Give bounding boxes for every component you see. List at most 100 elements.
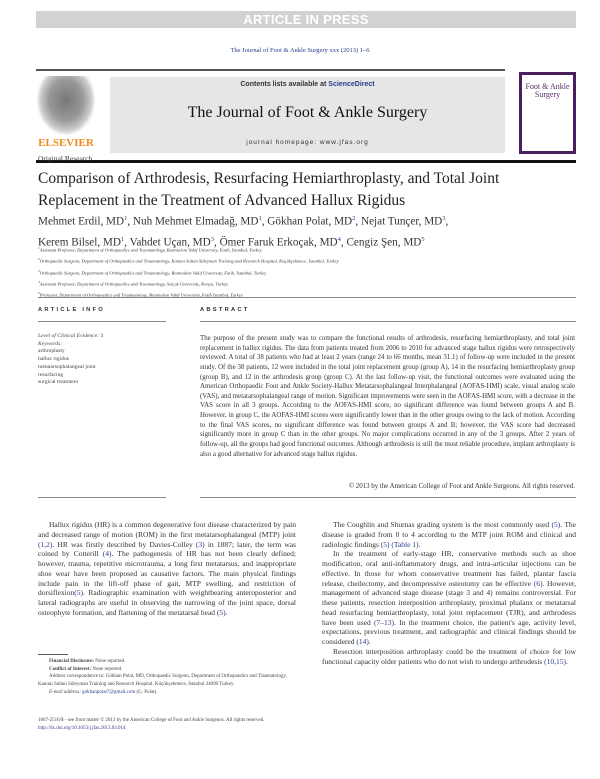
text-run: . The disease is graded from 0 to 4 acco…: [322, 520, 576, 549]
evidence-value: 3: [100, 333, 104, 339]
article-info: Level of Clinical Evidence: 3 Keywords: …: [38, 333, 168, 387]
keyword-list: arthroplasty hallux rigidus metatarsophala…: [38, 348, 168, 387]
affiliation-marker[interactable]: 1: [258, 215, 262, 222]
journal-header: Contents lists available at ScienceDirec…: [110, 77, 505, 153]
conflict-text: None reported.: [91, 666, 123, 672]
text-run: .: [368, 637, 371, 646]
citation-link[interactable]: (1,2): [38, 539, 53, 549]
abstract-copyright: © 2013 by the American College of Foot a…: [348, 483, 575, 490]
author-name[interactable]: Nejat Tunçer, MD: [360, 215, 443, 228]
email-link[interactable]: gokhanpolat7@gmail.com: [82, 689, 136, 695]
text-run: In the treatment of early-stage HR, cons…: [322, 549, 576, 588]
affiliation-marker[interactable]: 1: [120, 235, 125, 243]
abstract-text: The purpose of the present study was to …: [200, 335, 575, 458]
correspondence-address: Address correspondence to: Gökhan Polat,…: [38, 674, 287, 688]
text-run: .: [565, 656, 568, 666]
sciencedirect-link[interactable]: ScienceDirect: [328, 81, 375, 88]
affiliation: 1Assistant Professor, Department of Orth…: [38, 244, 578, 255]
conflict-label: Conflict of Interest:: [49, 666, 92, 672]
affiliation-number: 3: [38, 268, 40, 273]
keyword: metatarsophalangeal joint: [38, 363, 96, 370]
citation-link[interactable]: (5): [380, 539, 390, 549]
text-run: . HR was firstly described by Davies-Col…: [52, 539, 196, 549]
elsevier-logo: ELSEVIER: [36, 76, 96, 152]
citation-link[interactable]: (5): [216, 607, 226, 617]
author-list: Mehmet Erdil, MD1, Nuh Mehmet Elmadağ, M…: [38, 215, 449, 249]
affiliation-marker[interactable]: 3: [442, 215, 446, 222]
divider: [200, 497, 576, 499]
text-run: .: [418, 539, 421, 549]
citation-link[interactable]: (10,15): [544, 656, 566, 666]
author-name[interactable]: Ömer Faruk Erkoçak, MD: [219, 236, 338, 249]
citation-link[interactable]: (14): [356, 637, 369, 646]
divider: [38, 321, 166, 323]
text-run: The Coughlin and Shurnas grading system …: [333, 520, 552, 529]
text-run: Hallux rigidus (HR) is a common degenera…: [38, 520, 296, 539]
issn-block: 1067-2516/$ - see front matter © 2013 by…: [38, 717, 458, 732]
financial-label: Financial Disclosure:: [49, 659, 95, 664]
citation-link[interactable]: (4): [102, 549, 112, 559]
journal-cover: Foot & Ankle Surgery: [519, 72, 576, 154]
article-in-press-banner: ARTICLE IN PRESS: [36, 11, 576, 28]
text-run: . Radiographic examination with weightbe…: [38, 588, 296, 617]
affiliations: 1Assistant Professor, Department of Orth…: [38, 244, 578, 301]
citation-link[interactable]: (6): [533, 578, 543, 588]
citation-link[interactable]: (Table 1): [391, 539, 419, 549]
evidence-label: Level of Clinical Evidence:: [38, 333, 100, 339]
affiliation-marker[interactable]: 3: [210, 235, 214, 243]
citation-link[interactable]: (5): [74, 588, 83, 598]
footnote-divider: [38, 654, 68, 655]
paragraph: Hallux rigidus (HR) is a common degenera…: [38, 520, 296, 618]
affiliation-text: Professor, Department of Orthopaedics an…: [39, 292, 243, 298]
author-name[interactable]: Gökhan Polat, MD: [267, 215, 353, 228]
journal-homepage[interactable]: journal homepage: www.jfas.org: [246, 139, 369, 146]
tree-logo-icon: [36, 76, 96, 136]
journal-reference[interactable]: The Journal of Foot & Ankle Surgery xxx …: [230, 47, 370, 54]
keyword: hallux rigidus: [38, 356, 69, 363]
contents-line: Contents lists available at ScienceDirec…: [110, 81, 505, 88]
keywords-label: Keywords:: [38, 340, 63, 347]
contents-prefix: Contents lists available at: [240, 81, 329, 88]
author-name[interactable]: Vahdet Uçan, MD: [129, 236, 211, 249]
citation-link[interactable]: (3): [195, 539, 205, 549]
body-column-right: The Coughlin and Shurnas grading system …: [322, 520, 576, 666]
financial-text: None reported.: [94, 659, 126, 664]
cover-title: Foot & Ankle Surgery: [522, 75, 573, 151]
text-run: in 1887; later, the term was coined by C…: [38, 539, 297, 559]
abstract-heading: ABSTRACT: [200, 307, 250, 313]
affiliation-marker[interactable]: 1: [124, 215, 128, 222]
affiliation-marker[interactable]: 4: [337, 235, 341, 243]
text-run: . However, management of advanced stage …: [322, 578, 576, 627]
text-run: . In the treatment choice, the patient's…: [322, 617, 576, 647]
section-label: Original Research: [38, 154, 93, 163]
keyword: arthroplasty: [38, 348, 65, 355]
citation-link[interactable]: (7–13): [374, 617, 395, 627]
issn-line: 1067-2516/$ - see front matter © 2013 by…: [38, 718, 265, 723]
divider: [38, 297, 576, 299]
author-name[interactable]: Cengiz Şen, MD: [346, 236, 422, 249]
article-title: Comparison of Arthrodesis, Resurfacing H…: [38, 170, 500, 209]
author-name[interactable]: Mehmet Erdil, MD: [38, 215, 125, 228]
affiliation: 5Professor, Department of Orthopaedics a…: [38, 289, 578, 300]
affiliation-text: Orthopaedic Surgeon, Department of Ortho…: [39, 270, 267, 276]
email-suffix: (G. Polat).: [135, 689, 158, 695]
author-name[interactable]: Kerem Bilsel, MD: [38, 236, 121, 249]
affiliation-text: Orthopaedic Surgeon, Department of Ortho…: [39, 258, 339, 264]
doi-link[interactable]: http://dx.doi.org/10.1053/j.jfas.2013.03…: [38, 725, 126, 731]
footnotes: Financial Disclosure: None reported. Con…: [38, 658, 296, 697]
paragraph: Resection interposition arthroplasty cou…: [322, 647, 576, 667]
author-name[interactable]: Nuh Mehmet Elmadağ, MD: [132, 215, 259, 228]
affiliation-marker[interactable]: 5: [421, 235, 425, 243]
citation-link[interactable]: (5): [551, 520, 561, 529]
email-label: E-mail address:: [49, 689, 81, 695]
text-run: .: [225, 607, 228, 617]
affiliation-number: 5: [38, 291, 40, 296]
body-column-left: Hallux rigidus (HR) is a common degenera…: [38, 520, 296, 618]
divider: [38, 497, 166, 499]
affiliation: 3Orthopaedic Surgeon, Department of Orth…: [38, 267, 578, 278]
affiliation-marker[interactable]: 2: [352, 215, 356, 222]
paragraph: The Coughlin and Shurnas grading system …: [322, 520, 576, 549]
thick-divider: [36, 160, 576, 163]
text-run: . The pathogenesis of HR has not been cl…: [38, 549, 296, 598]
journal-title: The Journal of Foot & Ankle Surgery: [187, 104, 428, 121]
